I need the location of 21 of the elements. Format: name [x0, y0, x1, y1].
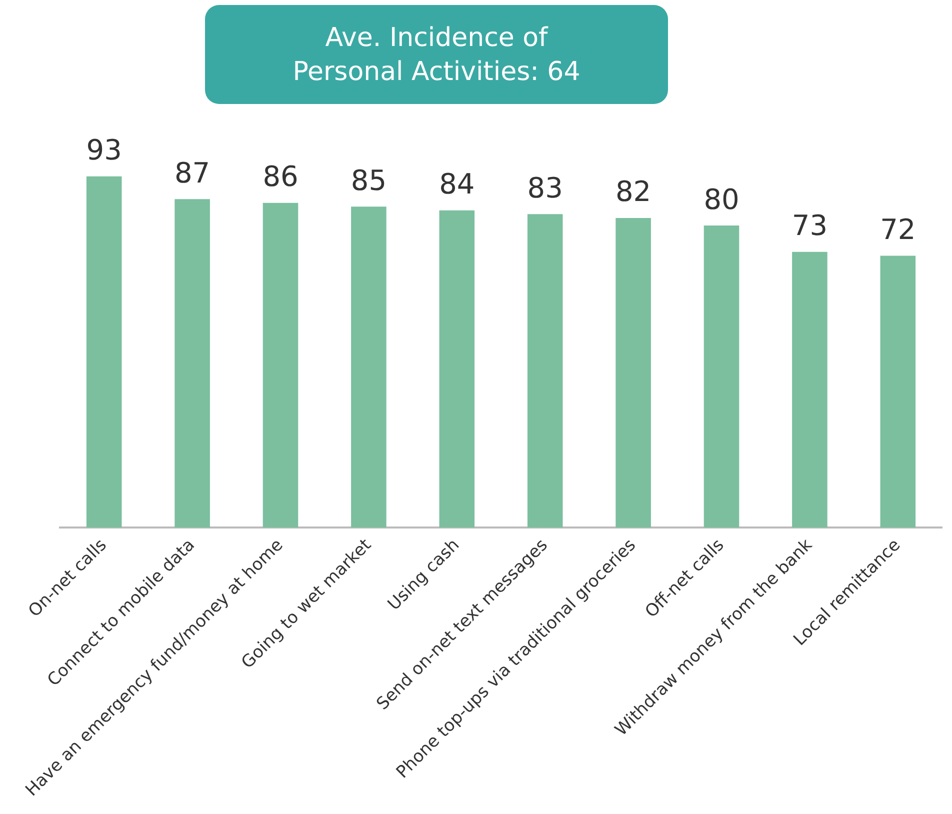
data-label: 72 [880, 212, 916, 246]
data-label: 87 [174, 156, 210, 190]
bar [527, 214, 563, 528]
bar [86, 176, 122, 528]
data-label: 93 [86, 134, 122, 167]
data-label: 73 [792, 209, 828, 242]
data-label: 80 [704, 182, 740, 216]
bar [616, 218, 651, 528]
data-label: 85 [350, 164, 387, 197]
data-label: 86 [262, 160, 298, 194]
bar [439, 210, 475, 528]
chart-title: Ave. Incidence of Personal Activities: 64 [205, 5, 668, 104]
bar [262, 202, 298, 528]
data-label: 84 [439, 168, 475, 201]
bar [704, 225, 740, 528]
bar [351, 206, 386, 528]
data-label: 82 [615, 175, 652, 208]
bar [792, 252, 828, 528]
bar [880, 256, 916, 528]
bar [174, 199, 210, 528]
data-label: 83 [527, 171, 563, 204]
